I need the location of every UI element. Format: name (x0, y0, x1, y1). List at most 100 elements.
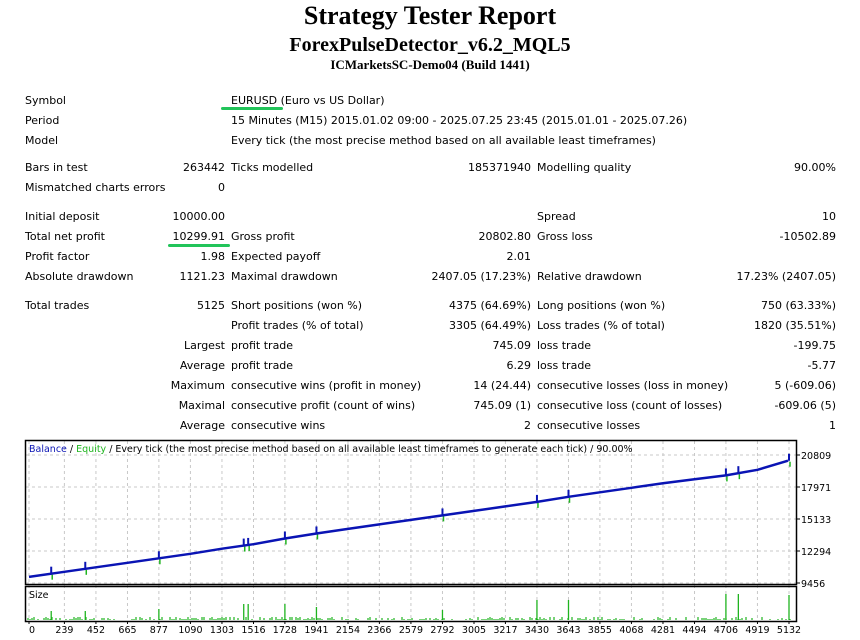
avg-prefix: Average (179, 419, 225, 432)
x-tick-label: 1941 (304, 625, 328, 636)
x-tick-label: 3430 (525, 625, 549, 636)
short-positions-label: Short positions (won %) (231, 299, 363, 312)
loss-trades-value: 1820 (35.51%) (753, 319, 836, 332)
x-tick-label: 1303 (210, 625, 234, 636)
x-tick-label: 5132 (777, 625, 801, 636)
x-tick-label: 4494 (682, 625, 706, 636)
x-tick-label: 2154 (336, 625, 360, 636)
maximum-prefix: Maximum (170, 379, 225, 392)
max-consecutive-losses-value: 5 (-609.06) (774, 379, 836, 392)
y-axis-labels: 9456 12294 15133 17971 20809 (796, 451, 831, 590)
model-value: Every tick (the most precise method base… (231, 134, 656, 147)
x-tick-label: 4919 (745, 625, 769, 636)
period-value: 15 Minutes (M15) 2015.01.02 09:00 - 2025… (231, 114, 688, 127)
ticks-value: 185371940 (468, 161, 531, 174)
spread-label: Spread (537, 210, 576, 223)
largest-prefix: Largest (184, 339, 225, 352)
legend-separator: / (67, 444, 76, 455)
initial-deposit-value: 10000.00 (172, 210, 226, 223)
legend-balance: Balance (29, 444, 67, 455)
y-tick-label: 20809 (801, 451, 831, 462)
gross-profit-label: Gross profit (231, 230, 295, 243)
size-bars (27, 594, 791, 620)
average-profit-label: profit trade (231, 359, 294, 372)
main-panel-frame (24, 439, 798, 586)
modelling-quality-value: 90.00% (794, 161, 836, 174)
x-tick-label: 2579 (399, 625, 423, 636)
maximal-consecutive-loss-label: consecutive loss (count of losses) (537, 399, 723, 412)
maximal-consecutive-profit-label: consecutive profit (count of wins) (231, 399, 416, 412)
symbol-label: Symbol (25, 94, 66, 107)
balance-spikes (50, 453, 790, 574)
maximal-prefix: Maximal (178, 399, 225, 412)
spread-value: 10 (822, 210, 836, 223)
y-tick-label: 17971 (801, 483, 831, 494)
maximal-drawdown-value: 2407.05 (17.23%) (431, 270, 531, 283)
x-tick-label: 2366 (367, 625, 391, 636)
x-tick-label: 3643 (556, 625, 580, 636)
model-label: Model (25, 134, 59, 147)
profit-trades-label: Profit trades (% of total) (231, 319, 364, 332)
x-tick-label: 452 (87, 625, 105, 636)
short-positions-value: 4375 (64.69%) (448, 299, 531, 312)
x-tick-label: 4706 (714, 625, 738, 636)
maximal-consecutive-loss-value: -609.06 (5) (774, 399, 836, 412)
avg-consecutive-losses-label: consecutive losses (537, 419, 641, 432)
relative-drawdown-value: 17.23% (2407.05) (736, 270, 836, 283)
loss-trades-label: Loss trades (% of total) (537, 319, 665, 332)
mismatch-value: 0 (218, 181, 225, 194)
gross-profit-value: 20802.80 (478, 230, 532, 243)
largest-loss-label: loss trade (537, 339, 592, 352)
ticks-label: Ticks modelled (231, 161, 314, 174)
server-build: ICMarketsSC-Demo04 (Build 1441) (330, 57, 530, 72)
x-tick-label: 3005 (462, 625, 486, 636)
gross-loss-value: -10502.89 (779, 230, 836, 243)
chart-grid (26, 441, 796, 621)
largest-profit-label: profit trade (231, 339, 294, 352)
legend-equity: Equity (76, 444, 106, 455)
max-consecutive-losses-label: consecutive losses (loss in money) (537, 379, 729, 392)
balance-line (28, 459, 789, 579)
x-tick-label: 665 (118, 625, 136, 636)
net-profit-value: 10299.91 (172, 230, 226, 243)
profit-factor-value: 1.98 (200, 250, 226, 263)
average-prefix: Average (179, 359, 225, 372)
x-tick-label: 0 (29, 625, 35, 636)
net-profit-highlight-underline (168, 244, 230, 247)
gross-loss-label: Gross loss (537, 230, 593, 243)
modelling-quality-label: Modelling quality (537, 161, 632, 174)
symbol-highlight-underline (221, 107, 283, 110)
y-tick-label: 9456 (801, 579, 825, 590)
bars-label: Bars in test (25, 161, 88, 174)
largest-profit-value: 745.09 (492, 339, 532, 352)
x-tick-label: 3855 (588, 625, 612, 636)
expected-payoff-label: Expected payoff (231, 250, 321, 263)
average-loss-value: -5.77 (807, 359, 836, 372)
max-consecutive-wins-value: 14 (24.44) (473, 379, 531, 392)
bars-value: 263442 (183, 161, 225, 174)
x-tick-label: 1090 (178, 625, 202, 636)
long-positions-label: Long positions (won %) (537, 299, 666, 312)
report-title: Strategy Tester Report (303, 1, 557, 30)
y-tick-label: 15133 (801, 515, 831, 526)
x-tick-label: 1728 (273, 625, 297, 636)
profit-trades-value: 3305 (64.49%) (448, 319, 531, 332)
total-trades-label: Total trades (25, 299, 90, 312)
average-profit-value: 6.29 (506, 359, 532, 372)
maximal-consecutive-profit-value: 745.09 (1) (473, 399, 531, 412)
absolute-drawdown-label: Absolute drawdown (25, 270, 134, 283)
x-tick-label: 239 (55, 625, 73, 636)
avg-consecutive-wins-value: 2 (524, 419, 531, 432)
profit-factor-label: Profit factor (25, 250, 90, 263)
maximal-drawdown-label: Maximal drawdown (231, 270, 338, 283)
max-consecutive-wins-label: consecutive wins (profit in money) (231, 379, 422, 392)
mismatch-label: Mismatched charts errors (25, 181, 166, 194)
legend-description: / Every tick (the most precise method ba… (106, 444, 632, 455)
x-tick-label: 1516 (241, 625, 265, 636)
x-tick-label: 877 (150, 625, 168, 636)
total-trades-value: 5125 (197, 299, 225, 312)
largest-loss-value: -199.75 (793, 339, 836, 352)
x-tick-label: 4281 (651, 625, 675, 636)
x-tick-label: 2792 (430, 625, 454, 636)
